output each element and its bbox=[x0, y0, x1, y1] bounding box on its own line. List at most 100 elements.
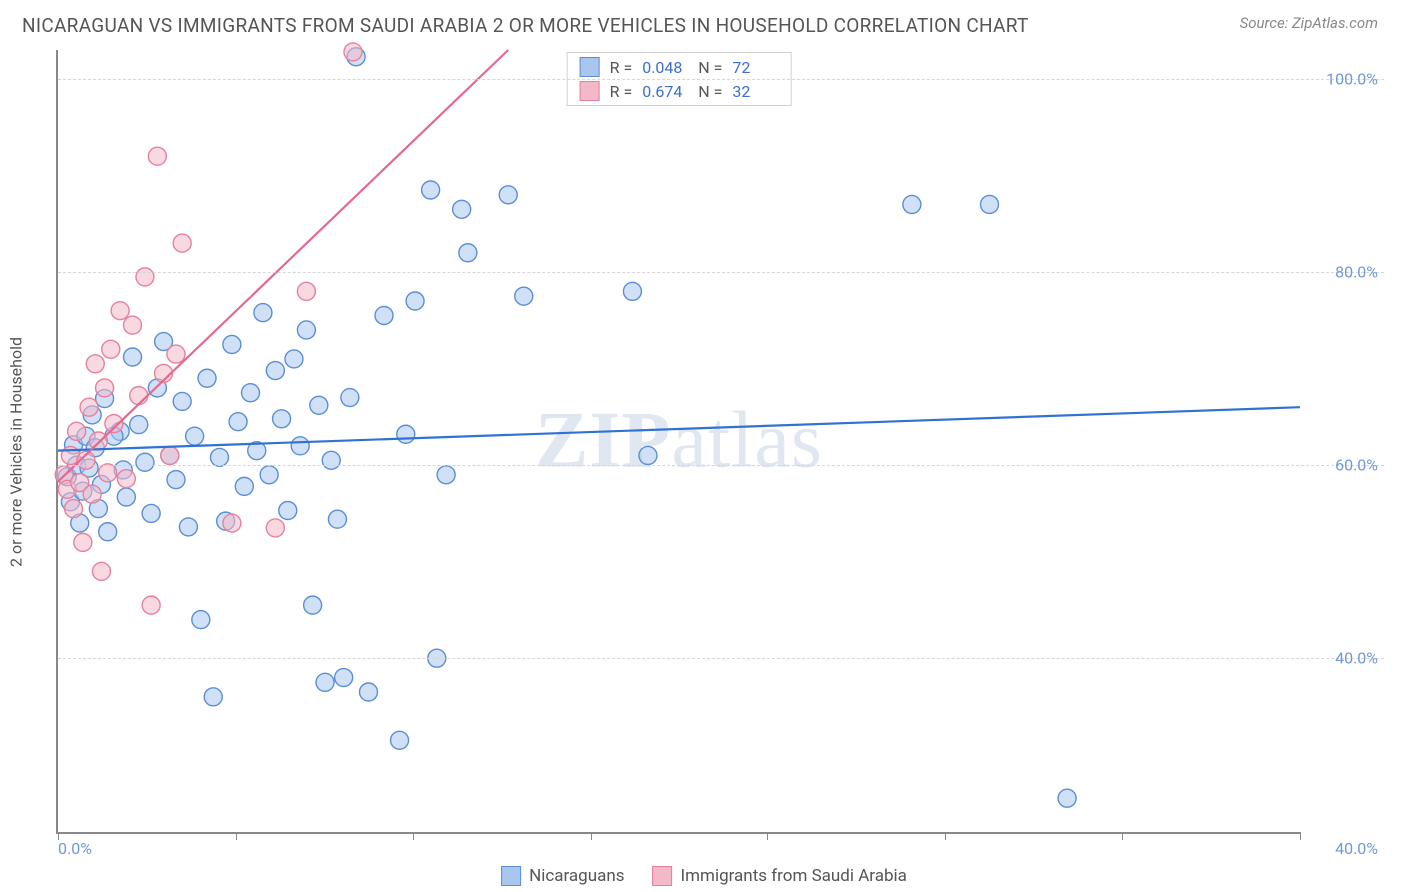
stat-r-label: R = bbox=[610, 82, 633, 101]
data-point bbox=[179, 518, 197, 536]
data-point bbox=[111, 302, 129, 320]
data-point bbox=[499, 186, 517, 204]
x-tick bbox=[767, 832, 768, 840]
data-point bbox=[142, 504, 160, 522]
data-point bbox=[344, 43, 362, 61]
data-point bbox=[316, 673, 334, 691]
data-point bbox=[981, 195, 999, 213]
data-point bbox=[229, 413, 247, 431]
x-axis-min-label: 0.0% bbox=[58, 839, 92, 858]
source-label: Source: ZipAtlas.com bbox=[1240, 14, 1378, 32]
data-point bbox=[117, 470, 135, 488]
data-point bbox=[260, 466, 278, 484]
scatter-svg bbox=[58, 50, 1300, 832]
data-point bbox=[266, 362, 284, 380]
y-gridline bbox=[58, 79, 1384, 80]
stat-r-value: 0.048 bbox=[642, 58, 688, 77]
data-point bbox=[515, 287, 533, 305]
data-point bbox=[74, 533, 92, 551]
data-point bbox=[198, 369, 216, 387]
y-gridline bbox=[58, 272, 1384, 273]
data-point bbox=[422, 181, 440, 199]
x-tick bbox=[58, 832, 59, 840]
x-tick bbox=[236, 832, 237, 840]
x-tick bbox=[945, 832, 946, 840]
data-point bbox=[1058, 789, 1076, 807]
data-point bbox=[297, 321, 315, 339]
data-point bbox=[83, 485, 101, 503]
data-point bbox=[453, 200, 471, 218]
stat-r-value: 0.674 bbox=[642, 82, 688, 101]
data-point bbox=[266, 519, 284, 537]
legend-item: Nicaraguans bbox=[501, 866, 624, 886]
data-point bbox=[130, 387, 148, 405]
data-point bbox=[341, 389, 359, 407]
x-axis-max-label: 40.0% bbox=[1335, 839, 1378, 858]
x-tick bbox=[591, 832, 592, 840]
x-tick bbox=[413, 832, 414, 840]
data-point bbox=[96, 379, 114, 397]
data-point bbox=[297, 282, 315, 300]
data-point bbox=[102, 340, 120, 358]
y-tick-label: 100.0% bbox=[1326, 69, 1378, 88]
data-point bbox=[186, 427, 204, 445]
data-point bbox=[322, 451, 340, 469]
y-gridline bbox=[58, 658, 1384, 659]
data-point bbox=[161, 446, 179, 464]
data-point bbox=[167, 345, 185, 363]
data-point bbox=[173, 392, 191, 410]
data-point bbox=[223, 514, 241, 532]
y-axis-label: 2 or more Vehicles in Household bbox=[7, 337, 26, 567]
stat-n-label: N = bbox=[698, 82, 722, 101]
data-point bbox=[285, 350, 303, 368]
data-point bbox=[124, 316, 142, 334]
data-point bbox=[279, 502, 297, 520]
data-point bbox=[304, 596, 322, 614]
x-tick bbox=[1300, 832, 1301, 840]
data-point bbox=[173, 234, 191, 252]
data-point bbox=[391, 731, 409, 749]
stats-row: R =0.674N =32 bbox=[568, 79, 791, 103]
series-swatch bbox=[580, 57, 600, 77]
data-point bbox=[148, 147, 166, 165]
data-point bbox=[242, 384, 260, 402]
data-point bbox=[99, 523, 117, 541]
data-point bbox=[86, 355, 104, 373]
stat-n-value: 72 bbox=[732, 58, 778, 77]
data-point bbox=[623, 282, 641, 300]
data-point bbox=[459, 244, 477, 262]
data-point bbox=[80, 398, 98, 416]
stat-n-label: N = bbox=[698, 58, 722, 77]
data-point bbox=[291, 437, 309, 455]
data-point bbox=[136, 268, 154, 286]
header: NICARAGUAN VS IMMIGRANTS FROM SAUDI ARAB… bbox=[0, 0, 1406, 45]
legend-swatch bbox=[501, 866, 521, 886]
data-point bbox=[167, 471, 185, 489]
data-point bbox=[223, 335, 241, 353]
data-point bbox=[210, 448, 228, 466]
y-gridline bbox=[58, 465, 1384, 466]
data-point bbox=[903, 195, 921, 213]
chart-area: 2 or more Vehicles in Household ZIPatlas… bbox=[22, 50, 1386, 854]
legend-swatch bbox=[653, 866, 673, 886]
data-point bbox=[235, 477, 253, 495]
data-point bbox=[99, 464, 117, 482]
data-point bbox=[117, 488, 135, 506]
data-point bbox=[142, 596, 160, 614]
x-tick bbox=[1122, 832, 1123, 840]
data-point bbox=[273, 410, 291, 428]
data-point bbox=[130, 416, 148, 434]
data-point bbox=[89, 432, 107, 450]
data-point bbox=[124, 348, 142, 366]
y-tick-label: 40.0% bbox=[1335, 649, 1378, 668]
legend-label: Immigrants from Saudi Arabia bbox=[681, 866, 907, 886]
data-point bbox=[192, 611, 210, 629]
data-point bbox=[254, 304, 272, 322]
data-point bbox=[204, 688, 222, 706]
data-point bbox=[639, 446, 657, 464]
legend-item: Immigrants from Saudi Arabia bbox=[653, 866, 907, 886]
y-tick-label: 80.0% bbox=[1335, 263, 1378, 282]
data-point bbox=[360, 683, 378, 701]
data-point bbox=[105, 415, 123, 433]
data-point bbox=[406, 292, 424, 310]
